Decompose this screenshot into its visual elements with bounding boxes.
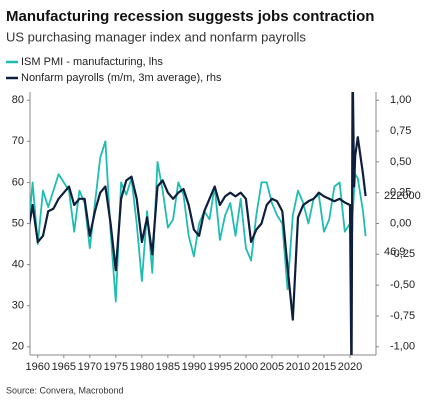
plot-area <box>30 92 367 355</box>
y-tick-label: 30 <box>12 300 24 312</box>
y2-tick-label: -1,00 <box>390 341 415 353</box>
y-tick-label: 60 <box>12 176 24 188</box>
x-tick-label: 2020 <box>338 361 362 373</box>
source: Source: Convera, Macrobond <box>6 385 124 395</box>
x-tick-label: 2015 <box>312 361 336 373</box>
y-tick-label: 50 <box>12 217 24 229</box>
end-label: 46,9 <box>384 246 405 258</box>
y2-tick-label: -0,50 <box>390 279 415 291</box>
y-tick-label: 20 <box>12 341 24 353</box>
y2-tick-label: 0,75 <box>390 125 411 137</box>
x-tick-label: 2005 <box>260 361 284 373</box>
x-tick-label: 1970 <box>78 361 102 373</box>
legend-label: ISM PMI - manufacturing, lhs <box>21 56 163 68</box>
series-line <box>30 92 367 355</box>
chart-subtitle: US purchasing manager index and nonfarm … <box>6 29 306 44</box>
x-tick-label: 1975 <box>104 361 128 373</box>
end-label: 222000 <box>384 190 421 202</box>
y2-tick-label: -0,75 <box>390 310 415 322</box>
y2-tick-label: 1,00 <box>390 94 411 106</box>
y2-tick-label: 0,50 <box>390 156 411 168</box>
x-tick-label: 2010 <box>286 361 310 373</box>
y2-tick-label: 0,25 <box>390 187 411 199</box>
x-tick-label: 1985 <box>156 361 180 373</box>
y2-tick-label: 0,00 <box>390 217 411 229</box>
y-tick-label: 70 <box>12 135 24 147</box>
x-tick-label: 2000 <box>234 361 258 373</box>
x-tick-label: 1990 <box>182 361 206 373</box>
y-tick-label: 40 <box>12 259 24 271</box>
chart-title: Manufacturing recession suggests jobs co… <box>6 8 374 25</box>
series-line <box>30 140 367 303</box>
y-tick-label: 80 <box>12 94 24 106</box>
x-tick-label: 1995 <box>208 361 232 373</box>
x-tick-label: 1960 <box>26 361 50 373</box>
y2-tick-label: -0,25 <box>390 248 415 260</box>
x-tick-label: 1980 <box>130 361 154 373</box>
legend-label: Nonfarm payrolls (m/m, 3m average), rhs <box>21 72 222 84</box>
x-tick-label: 1965 <box>52 361 76 373</box>
